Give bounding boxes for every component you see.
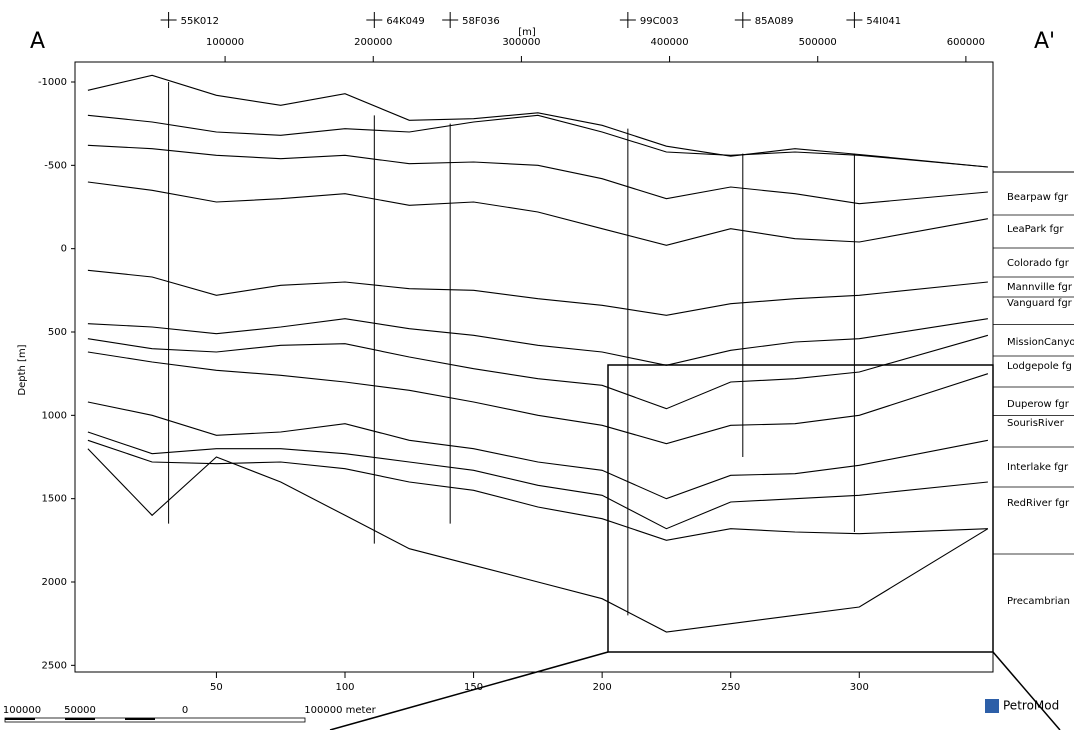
- well-name: 54I041: [866, 16, 901, 27]
- zoom-box: [607, 364, 994, 653]
- formation-label: Duperow fgr: [1007, 399, 1070, 410]
- x2-tick-label: 100000: [206, 37, 244, 48]
- y-tick-label: 1000: [42, 410, 67, 421]
- well-marker: [442, 12, 459, 28]
- well-marker: [846, 12, 863, 28]
- horizon-line: [87, 431, 988, 530]
- x-tick-label: 50: [210, 682, 223, 693]
- formation-label: RedRiver fgr: [1007, 498, 1070, 509]
- formation-label: Colorado fgr: [1007, 258, 1070, 269]
- zoom-line: [992, 651, 1061, 730]
- well-marker: [366, 12, 383, 28]
- x2-tick-label: 600000: [947, 37, 985, 48]
- horizon-line: [87, 401, 989, 500]
- y-tick-label: 500: [48, 327, 67, 338]
- horizon-line: [87, 318, 988, 366]
- x-tick-label: 300: [850, 682, 869, 693]
- scale-bar-label: 100000: [3, 705, 41, 716]
- y-tick-label: 2000: [42, 577, 67, 588]
- horizon-line: [87, 181, 988, 246]
- formation-label: Precambrian: [1007, 596, 1070, 607]
- scale-bar: [4, 717, 306, 723]
- scale-bar-seg: [125, 718, 155, 720]
- x2-tick-label: 200000: [354, 37, 392, 48]
- well-name: 58F036: [462, 16, 500, 27]
- section-label-right: A': [1034, 29, 1055, 54]
- formation-label: Vanguard fgr: [1007, 298, 1073, 309]
- horizon-line: [87, 351, 989, 445]
- scale-bar-label: 0: [182, 705, 188, 716]
- logo: PetroMod: [1003, 699, 1059, 713]
- x-tick-label: 150: [464, 682, 483, 693]
- y-axis-label: Depth [m]: [17, 344, 28, 395]
- x2-tick-label: 400000: [650, 37, 688, 48]
- section-label-left: A: [30, 29, 45, 54]
- scale-bar-seg: [65, 718, 95, 720]
- well-name: 64K049: [386, 16, 424, 27]
- y-tick-label: -500: [44, 160, 67, 171]
- horizon-line: [87, 269, 988, 316]
- y-tick-label: -1000: [38, 77, 67, 88]
- well-name: 99C003: [640, 16, 679, 27]
- zoom-line: [329, 651, 609, 730]
- formation-label: Interlake fgr: [1007, 462, 1069, 473]
- horizon-line: [87, 144, 988, 205]
- formation-label: LeaPark fgr: [1007, 224, 1064, 235]
- horizon-line: [87, 114, 988, 168]
- x-tick-label: 100: [335, 682, 354, 693]
- horizon-line: [87, 439, 988, 541]
- well-name: 55K012: [181, 16, 219, 27]
- well-marker: [160, 12, 177, 28]
- x-tick-label: 250: [721, 682, 740, 693]
- horizon-line: [87, 334, 989, 410]
- y-tick-label: 1500: [42, 494, 67, 505]
- formation-label: Bearpaw fgr: [1007, 192, 1069, 203]
- top-axis-label: [m]: [518, 27, 536, 38]
- scale-bar-label: 50000: [64, 705, 96, 716]
- formation-label: Lodgepole fg: [1007, 361, 1072, 372]
- horizon-line: [87, 74, 988, 168]
- x2-tick-label: 300000: [502, 37, 540, 48]
- well-marker: [734, 12, 751, 28]
- formation-label: Mannville fgr: [1007, 282, 1073, 293]
- well-name: 85A089: [755, 16, 794, 27]
- well-marker: [619, 12, 636, 28]
- scale-bar-seg: [5, 718, 35, 720]
- x-tick-label: 200: [593, 682, 612, 693]
- y-tick-label: 0: [61, 244, 67, 255]
- scale-bar-label: 100000 meter: [304, 705, 376, 716]
- logo-icon: [985, 699, 999, 713]
- horizon-line: [87, 448, 989, 633]
- formation-label: MissionCanyo: [1007, 337, 1074, 348]
- y-tick-label: 2500: [42, 660, 67, 671]
- x2-tick-label: 500000: [799, 37, 837, 48]
- formation-label: SourisRiver: [1007, 418, 1065, 429]
